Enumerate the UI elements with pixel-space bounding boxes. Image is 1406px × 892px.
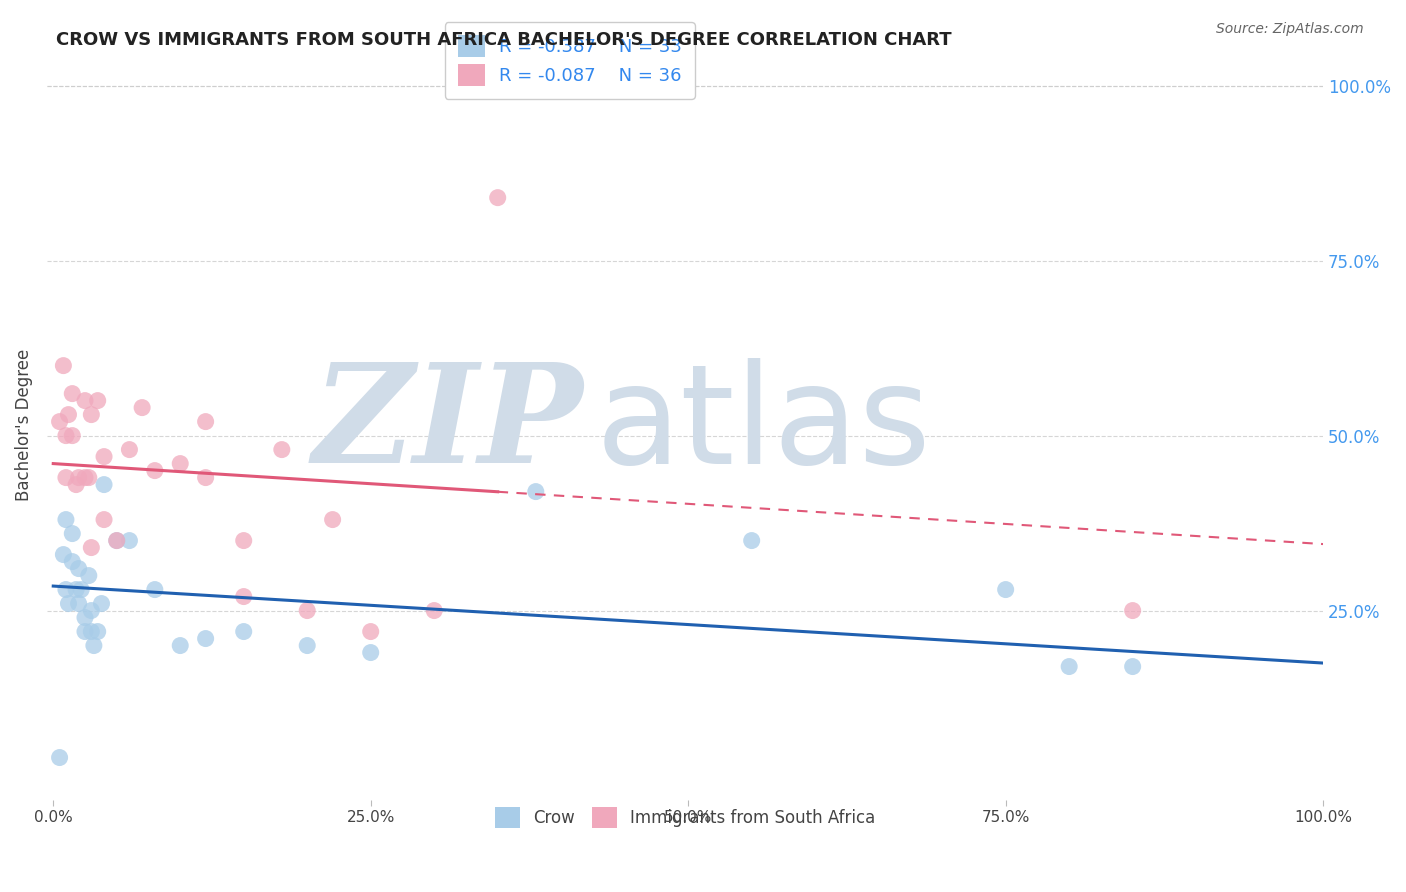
Text: ZIP: ZIP — [312, 358, 583, 492]
Point — [48, 750, 70, 764]
Point — [67, 561, 90, 575]
Point — [994, 582, 1017, 597]
Text: atlas: atlas — [596, 358, 931, 492]
Point — [194, 470, 217, 484]
Point — [58, 597, 80, 611]
Point — [524, 484, 547, 499]
Point — [232, 590, 254, 604]
Point — [297, 639, 319, 653]
Legend: Crow, Immigrants from South Africa: Crow, Immigrants from South Africa — [486, 799, 883, 836]
Point — [52, 548, 75, 562]
Point — [73, 470, 96, 484]
Point — [118, 533, 141, 548]
Point — [83, 639, 105, 653]
Point — [55, 512, 77, 526]
Point — [80, 624, 103, 639]
Point — [48, 415, 70, 429]
Point — [105, 533, 128, 548]
Point — [105, 533, 128, 548]
Point — [55, 582, 77, 597]
Point — [232, 533, 254, 548]
Point — [93, 477, 115, 491]
Point — [86, 624, 108, 639]
Y-axis label: Bachelor's Degree: Bachelor's Degree — [15, 349, 32, 501]
Point — [77, 470, 100, 484]
Point — [118, 442, 141, 457]
Point — [93, 450, 115, 464]
Point — [1122, 659, 1144, 673]
Point — [143, 464, 166, 478]
Point — [80, 541, 103, 555]
Point — [70, 582, 93, 597]
Point — [67, 470, 90, 484]
Point — [55, 428, 77, 442]
Point — [486, 191, 509, 205]
Point — [73, 393, 96, 408]
Text: Source: ZipAtlas.com: Source: ZipAtlas.com — [1216, 22, 1364, 37]
Point — [143, 582, 166, 597]
Point — [1057, 659, 1080, 673]
Point — [169, 457, 191, 471]
Point — [322, 512, 344, 526]
Point — [360, 646, 382, 660]
Point — [55, 470, 77, 484]
Point — [360, 624, 382, 639]
Point — [58, 408, 80, 422]
Text: CROW VS IMMIGRANTS FROM SOUTH AFRICA BACHELOR'S DEGREE CORRELATION CHART: CROW VS IMMIGRANTS FROM SOUTH AFRICA BAC… — [56, 31, 952, 49]
Point — [86, 393, 108, 408]
Point — [232, 624, 254, 639]
Point — [194, 632, 217, 646]
Point — [80, 603, 103, 617]
Point — [131, 401, 153, 415]
Point — [741, 533, 763, 548]
Point — [67, 597, 90, 611]
Point — [80, 408, 103, 422]
Point — [60, 526, 83, 541]
Point — [77, 568, 100, 582]
Point — [270, 442, 292, 457]
Point — [93, 512, 115, 526]
Point — [1122, 603, 1144, 617]
Point — [73, 610, 96, 624]
Point — [65, 477, 87, 491]
Point — [60, 386, 83, 401]
Point — [169, 639, 191, 653]
Point — [60, 555, 83, 569]
Point — [90, 597, 112, 611]
Point — [423, 603, 446, 617]
Point — [194, 415, 217, 429]
Point — [60, 428, 83, 442]
Point — [52, 359, 75, 373]
Point — [297, 603, 319, 617]
Point — [65, 582, 87, 597]
Point — [73, 624, 96, 639]
